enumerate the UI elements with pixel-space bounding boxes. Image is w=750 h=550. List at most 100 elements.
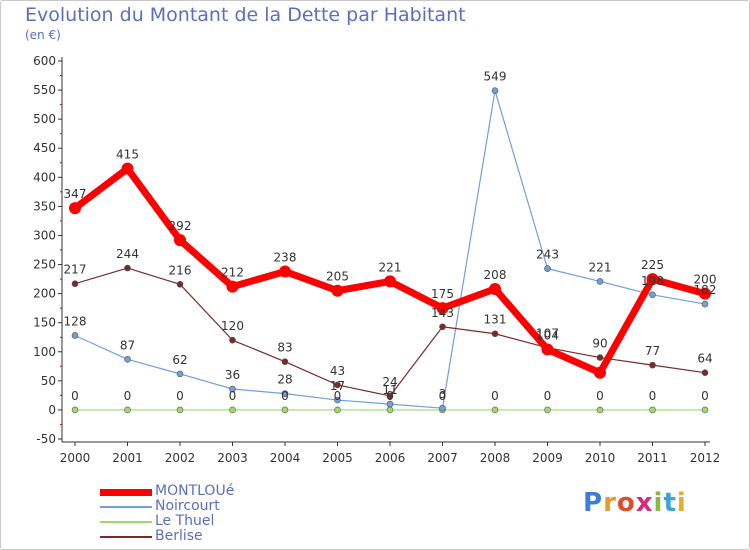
- data-label: 11: [382, 383, 397, 397]
- data-point-3: [649, 361, 656, 369]
- data-label: 64: [697, 352, 712, 366]
- data-point-3: [701, 369, 709, 377]
- data-point-1: [439, 404, 446, 412]
- legend-swatch: [100, 536, 152, 538]
- data-label: 0: [229, 389, 237, 403]
- data-label: 0: [544, 389, 552, 403]
- x-tick-label: 2006: [375, 451, 406, 465]
- data-label: 0: [649, 389, 657, 403]
- logo-letter: P: [583, 488, 604, 518]
- data-point-1: [124, 356, 131, 363]
- series-points: [69, 87, 711, 414]
- data-point-2: [649, 406, 656, 414]
- data-label: 0: [71, 389, 79, 403]
- legend-swatch: [100, 488, 152, 496]
- data-point-2: [124, 406, 131, 414]
- data-label: 0: [701, 389, 709, 403]
- data-label: 62: [172, 353, 187, 367]
- proxiti-logo: Proxiti: [583, 488, 687, 518]
- data-labels: 347 415 292 212 238 205 221 175 208 104 225 200 128 8…: [64, 70, 717, 403]
- data-label: 221: [589, 260, 612, 274]
- data-label: 198: [641, 274, 664, 288]
- data-label: 87: [120, 338, 135, 352]
- data-point-2: [334, 406, 341, 414]
- data-point-2: [176, 406, 184, 414]
- data-label: 217: [64, 263, 87, 277]
- data-point-2: [229, 406, 236, 414]
- data-label: 221: [379, 260, 402, 274]
- data-label: 208: [484, 268, 507, 282]
- data-label: 0: [124, 389, 132, 403]
- x-tick-label: 2007: [427, 451, 458, 465]
- data-point-3: [596, 354, 604, 361]
- data-point-1: [386, 400, 394, 408]
- data-point-0: [436, 302, 449, 315]
- data-point-3: [386, 392, 394, 400]
- data-point-1: [176, 370, 184, 378]
- legend-label: Berlise: [155, 528, 203, 544]
- data-label: 3: [439, 387, 447, 401]
- data-point-0: [489, 282, 501, 295]
- data-point-0: [384, 275, 396, 288]
- data-label: 128: [64, 314, 87, 328]
- data-label: 0: [334, 389, 342, 403]
- data-point-0: [646, 273, 659, 286]
- data-label: 143: [431, 306, 454, 320]
- x-tick-label: 2012: [690, 451, 721, 465]
- data-label: 415: [116, 148, 139, 162]
- data-label: 107: [536, 327, 559, 341]
- legend-swatch: [100, 521, 152, 523]
- data-label: 0: [386, 389, 394, 403]
- logo-letter: o: [616, 488, 636, 518]
- y-tick-label: 50: [41, 374, 56, 388]
- data-point-0: [699, 287, 711, 300]
- data-label: 244: [116, 247, 139, 261]
- data-point-1: [701, 300, 709, 308]
- data-label: 131: [484, 313, 507, 327]
- data-point-1: [649, 291, 656, 299]
- data-label: 77: [645, 344, 660, 358]
- data-label: 0: [596, 389, 604, 403]
- data-point-2: [596, 406, 604, 414]
- logo-letter: r: [603, 488, 617, 518]
- data-point-0: [541, 343, 554, 356]
- data-point-2: [491, 406, 499, 414]
- data-point-3: [124, 264, 131, 272]
- y-tick-label: 600: [33, 54, 56, 68]
- x-tick-label: 2011: [637, 451, 668, 465]
- data-label: 212: [221, 266, 244, 280]
- data-point-2: [71, 406, 79, 414]
- data-label: 347: [64, 187, 87, 201]
- data-label: 238: [274, 251, 297, 265]
- data-point-1: [334, 396, 341, 404]
- logo-letter: i: [676, 488, 687, 518]
- data-point-1: [596, 278, 604, 285]
- data-label: 24: [382, 375, 397, 389]
- data-label: 36: [225, 368, 240, 382]
- y-tick-label: 550: [33, 83, 56, 97]
- data-label: 90: [592, 337, 607, 351]
- legend-label: MONTLOUé: [155, 483, 235, 499]
- data-point-0: [174, 234, 186, 247]
- data-point-0: [121, 162, 134, 175]
- data-label: 104: [536, 328, 559, 342]
- data-label: 216: [169, 263, 192, 277]
- data-point-2: [701, 406, 709, 414]
- data-point-0: [594, 366, 606, 379]
- data-point-3: [71, 280, 79, 288]
- x-tick-label: 2009: [532, 451, 563, 465]
- logo-letter: i: [653, 488, 664, 518]
- x-tick-label: 2001: [112, 451, 143, 465]
- series-lines: [72, 90, 706, 411]
- data-point-0: [69, 202, 81, 215]
- data-label: 243: [536, 248, 559, 262]
- x-tick-label: 2005: [322, 451, 353, 465]
- y-tick-label: 350: [33, 199, 56, 213]
- data-point-1: [491, 87, 499, 94]
- x-tick-label: 2003: [217, 451, 248, 465]
- data-label: 43: [330, 364, 345, 378]
- legend-label: Noircourt: [155, 498, 220, 514]
- data-point-3: [491, 330, 499, 338]
- data-label: 17: [330, 379, 345, 393]
